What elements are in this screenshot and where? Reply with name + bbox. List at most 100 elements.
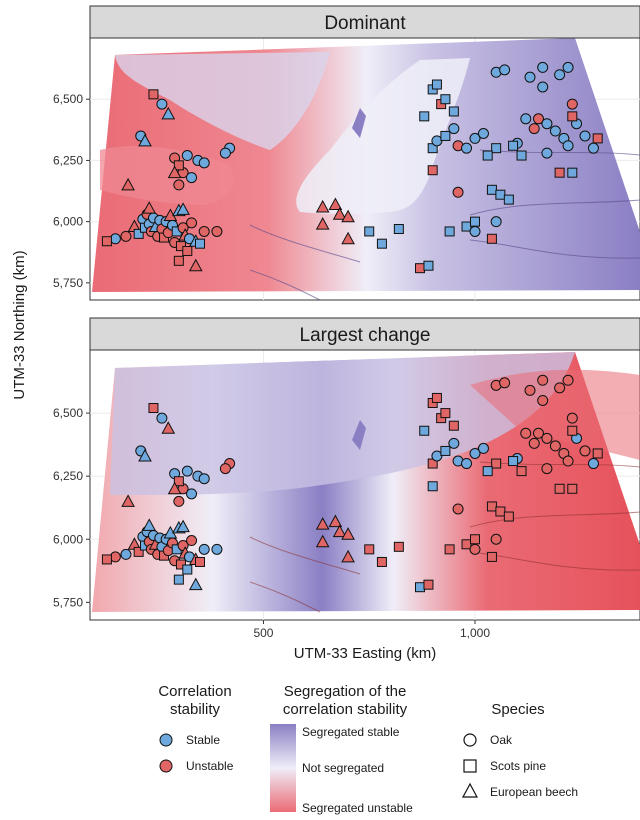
point-european-beech-unstable — [328, 514, 343, 528]
point-oak-unstable — [541, 432, 553, 444]
point-oak-unstable — [219, 463, 231, 475]
gotland-island — [352, 420, 366, 450]
point-european-beech-stable — [138, 448, 152, 462]
point-scots-pine-unstable — [173, 160, 184, 171]
point-oak-unstable — [579, 445, 591, 457]
point-scots-pine-stable — [431, 79, 442, 90]
legend-oak-label: Oak — [490, 733, 513, 747]
point-oak-unstable — [490, 533, 502, 545]
point-scots-pine-stable — [448, 106, 459, 117]
point-oak-stable — [448, 123, 460, 135]
point-european-beech-stable — [176, 202, 190, 215]
point-scots-pine-unstable — [503, 511, 514, 522]
point-oak-stable — [156, 412, 168, 424]
x-tick-label: 500 — [253, 626, 273, 640]
point-scots-pine-stable — [415, 582, 425, 593]
gotland-island — [352, 108, 366, 138]
legend-segregation: Segregation of the correlation stability… — [270, 683, 413, 815]
point-scots-pine-stable — [470, 216, 480, 227]
point-european-beech-unstable — [341, 527, 355, 540]
panel-title: Largest change — [300, 325, 431, 346]
border-line — [249, 149, 640, 300]
point-oak-stable — [211, 543, 223, 555]
point-oak-stable — [524, 71, 536, 83]
point-european-beech-unstable — [341, 231, 355, 245]
point-oak-stable — [198, 473, 210, 485]
point-oak-unstable — [537, 394, 549, 406]
point-oak-stable — [156, 98, 168, 110]
point-scots-pine-stable — [567, 167, 578, 178]
eastern-unstable-zone — [470, 369, 640, 460]
point-oak-stable — [587, 142, 599, 154]
point-european-beech-unstable — [332, 524, 347, 538]
y-tick-label: 6,500 — [53, 92, 83, 106]
point-oak-stable — [554, 69, 566, 81]
panel-dominant: Dominant — [89, 5, 640, 301]
point-oak-unstable — [524, 384, 536, 396]
point-oak-unstable — [186, 535, 198, 547]
point-scots-pine-stable — [133, 228, 144, 239]
point-oak-stable — [562, 61, 574, 73]
point-scots-pine-stable — [419, 111, 430, 122]
legend-segregated-unstable-label: Segregated unstable — [302, 801, 413, 815]
legend-segregated-stable-label: Segregated stable — [302, 725, 400, 739]
legend-title-line-2: correlation stability — [283, 701, 408, 718]
point-scots-pine-stable — [482, 466, 493, 477]
point-oak-unstable — [537, 374, 549, 386]
point-scots-pine-unstable — [554, 483, 565, 494]
legend-scots-pine-swatch — [463, 759, 477, 773]
point-oak-stable — [469, 132, 481, 144]
y-tick-label: 6,250 — [53, 469, 83, 483]
point-oak-unstable — [198, 225, 210, 237]
point-oak-unstable — [469, 543, 481, 555]
point-oak-unstable — [520, 427, 532, 439]
point-scots-pine-unstable — [101, 236, 112, 247]
point-scots-pine-unstable — [470, 534, 480, 545]
point-oak-stable — [469, 447, 481, 459]
point-scots-pine-unstable — [567, 425, 578, 436]
point-scots-pine-unstable — [461, 539, 472, 550]
points-layer — [101, 374, 603, 593]
point-oak-stable — [186, 488, 198, 500]
point-oak-stable — [198, 157, 210, 169]
point-oak-stable — [537, 61, 549, 73]
y-tick-label: 6,000 — [53, 532, 83, 546]
point-scots-pine-stable — [195, 238, 205, 249]
point-european-beech-unstable — [167, 165, 182, 179]
legend-title-line-1: Correlation — [158, 683, 231, 700]
point-scots-pine-unstable — [567, 111, 578, 122]
point-scots-pine-unstable — [491, 458, 502, 469]
point-scots-pine-stable — [393, 223, 404, 234]
point-scots-pine-unstable — [495, 506, 506, 517]
point-oak-stable — [461, 142, 473, 154]
point-oak-stable — [549, 125, 561, 137]
point-oak-unstable — [549, 440, 561, 452]
point-scots-pine-unstable — [440, 408, 451, 419]
point-scots-pine-stable — [440, 94, 451, 105]
baltic-sea — [296, 58, 470, 214]
point-oak-stable — [490, 216, 502, 228]
point-oak-stable — [541, 147, 553, 159]
point-scots-pine-stable — [440, 130, 451, 141]
panel-largest-change: Largest change — [89, 317, 640, 621]
point-oak-unstable — [528, 437, 540, 449]
point-oak-stable — [181, 150, 193, 162]
point-scots-pine-unstable — [486, 551, 497, 562]
legend-unstable-label: Unstable — [186, 759, 234, 773]
point-scots-pine-stable — [508, 140, 519, 151]
point-oak-unstable — [532, 113, 544, 125]
points-layer — [101, 61, 603, 274]
point-oak-stable — [186, 172, 198, 184]
point-scots-pine-unstable — [592, 448, 603, 459]
border-line — [249, 461, 640, 613]
point-oak-stable — [477, 127, 489, 139]
legend-stable-label: Stable — [186, 733, 220, 747]
legend-colorbar — [270, 724, 296, 812]
point-scots-pine-stable — [444, 226, 455, 237]
legend-scots-pine-label: Scots pine — [490, 759, 546, 773]
point-oak-unstable — [532, 427, 544, 439]
point-european-beech-stable — [138, 133, 152, 147]
point-oak-unstable — [452, 503, 464, 515]
point-scots-pine-unstable — [173, 255, 184, 266]
point-european-beech-unstable — [167, 481, 182, 495]
